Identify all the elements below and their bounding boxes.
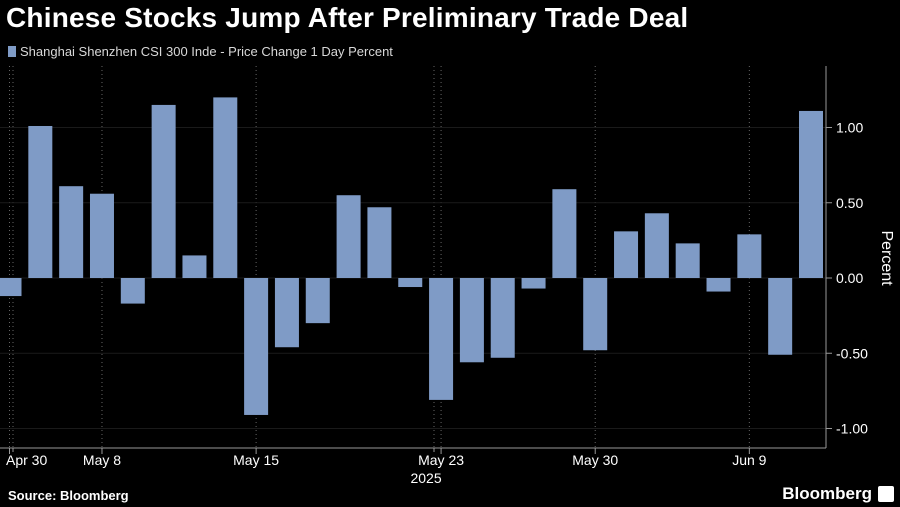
bar	[336, 195, 361, 278]
bar	[398, 278, 423, 288]
legend-label: Shanghai Shenzhen CSI 300 Inde - Price C…	[20, 44, 393, 59]
y-tick-label: 0.50	[836, 195, 863, 211]
bar	[305, 278, 330, 324]
y-axis-title: Percent	[878, 230, 895, 286]
bar	[583, 278, 608, 351]
bar	[0, 278, 22, 297]
bar	[521, 278, 546, 289]
bar	[459, 278, 484, 363]
x-tick-label: May 30	[572, 452, 618, 468]
bar	[182, 255, 207, 278]
bar	[675, 243, 700, 278]
bar	[706, 278, 731, 292]
x-tick-label: May 23	[418, 452, 464, 468]
bar	[274, 278, 299, 348]
axes: -1.00 -0.50 0.00 0.50 1.00 Percent Apr 30 May 8…	[0, 66, 895, 486]
bar	[799, 110, 823, 278]
source-note: Source: Bloomberg	[8, 488, 129, 503]
bar	[213, 97, 238, 279]
y-tick-label: -1.00	[836, 421, 868, 437]
legend: Shanghai Shenzhen CSI 300 Inde - Price C…	[8, 44, 393, 59]
bar	[737, 234, 762, 278]
x-year-label: 2025	[410, 470, 441, 486]
bar	[120, 278, 145, 304]
y-tick-label: 1.00	[836, 120, 863, 136]
y-tick-label: 0.00	[836, 270, 863, 286]
brand-mark-icon	[878, 486, 894, 502]
y-tick-label: -0.50	[836, 345, 868, 361]
x-tick-label: May 15	[233, 452, 279, 468]
bar	[490, 278, 515, 358]
bar	[151, 104, 176, 278]
bar	[644, 213, 669, 278]
bar	[552, 189, 577, 278]
bar	[367, 207, 392, 278]
bar	[768, 278, 793, 355]
chart-title: Chinese Stocks Jump After Preliminary Tr…	[6, 2, 689, 33]
gridlines	[0, 66, 826, 448]
bar	[244, 278, 269, 415]
x-tick-label: Apr 30	[6, 452, 47, 468]
bar	[614, 231, 639, 278]
bar	[89, 193, 114, 278]
bar	[429, 278, 454, 400]
x-tick-label: Jun 9	[732, 452, 766, 468]
bar	[28, 125, 53, 279]
bars	[0, 97, 823, 415]
legend-swatch	[8, 46, 16, 57]
brand-logo: Bloomberg	[782, 484, 872, 503]
bar	[59, 186, 84, 278]
x-tick-label: May 8	[83, 452, 121, 468]
